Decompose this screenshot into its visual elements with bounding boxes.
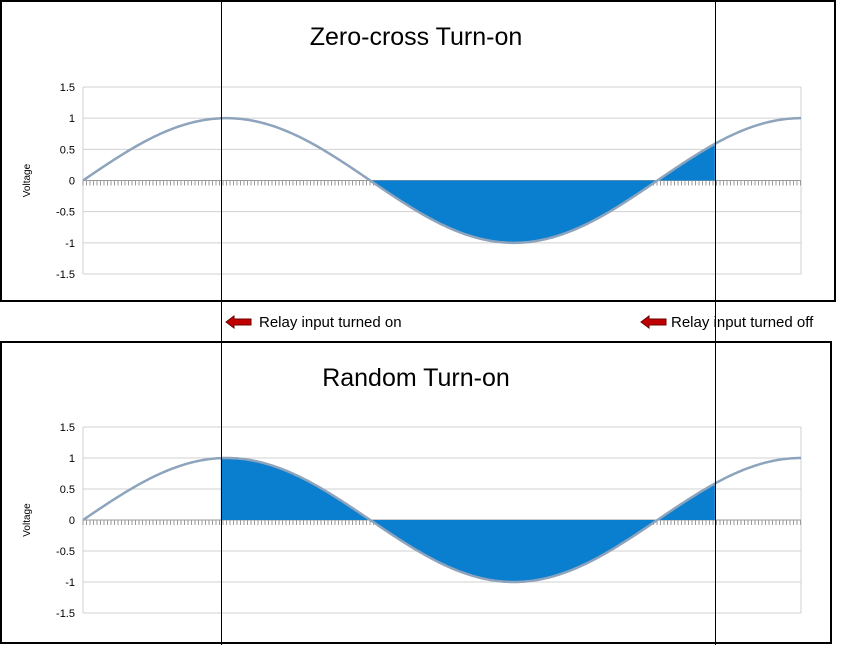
y-tick-label: -0.5 bbox=[56, 546, 75, 558]
relay-off-label: Relay input turned off bbox=[671, 314, 814, 331]
y-tick-label: -1.5 bbox=[56, 608, 75, 620]
y-tick-label: 1 bbox=[69, 113, 75, 125]
relay-on-annotation: Relay input turned on bbox=[225, 314, 402, 331]
y-tick-label: 1 bbox=[69, 453, 75, 465]
shaded-conduction-area bbox=[370, 143, 715, 243]
shaded-conduction-area bbox=[220, 458, 715, 582]
y-tick-label: 1.5 bbox=[60, 422, 75, 434]
y-tick-label: 0 bbox=[69, 176, 75, 188]
voltage-series-line bbox=[82, 456, 802, 584]
relay-off-annotation: Relay input turned off bbox=[640, 314, 814, 331]
y-axis-label: Voltage bbox=[22, 163, 33, 197]
y-tick-label: 0.5 bbox=[60, 484, 75, 496]
y-tick-label: -1.5 bbox=[56, 269, 75, 281]
voltage-series-line bbox=[82, 116, 802, 245]
y-tick-label: 0 bbox=[69, 515, 75, 527]
chart-title: Random Turn-on bbox=[322, 364, 510, 392]
y-tick-label: 1.5 bbox=[60, 82, 75, 94]
y-tick-label: 0.5 bbox=[60, 144, 75, 156]
chart-frame bbox=[0, 341, 832, 644]
y-tick-label: -0.5 bbox=[56, 207, 75, 219]
y-tick-label: -1 bbox=[65, 238, 75, 250]
chart-title: Zero-cross Turn-on bbox=[310, 23, 523, 51]
y-axis-label: Voltage bbox=[22, 503, 33, 537]
relay-off-arrow-icon bbox=[640, 315, 667, 329]
relay-on-label: Relay input turned on bbox=[259, 314, 402, 331]
chart-frame bbox=[0, 0, 836, 302]
chart-panel-2: Random Turn-on Voltage 1.5 1 0.5 0 -0.5 -1 -1.5 bbox=[0, 341, 832, 644]
y-tick-label: -1 bbox=[65, 577, 75, 589]
relay-on-arrow-icon bbox=[225, 315, 252, 329]
relay-markers: Relay input turned on Relay input turned… bbox=[225, 314, 814, 331]
chart-panel-1: Zero-cross Turn-on Voltage 1.5 1 0.5 0 -0.5 -1 -… bbox=[0, 0, 836, 302]
